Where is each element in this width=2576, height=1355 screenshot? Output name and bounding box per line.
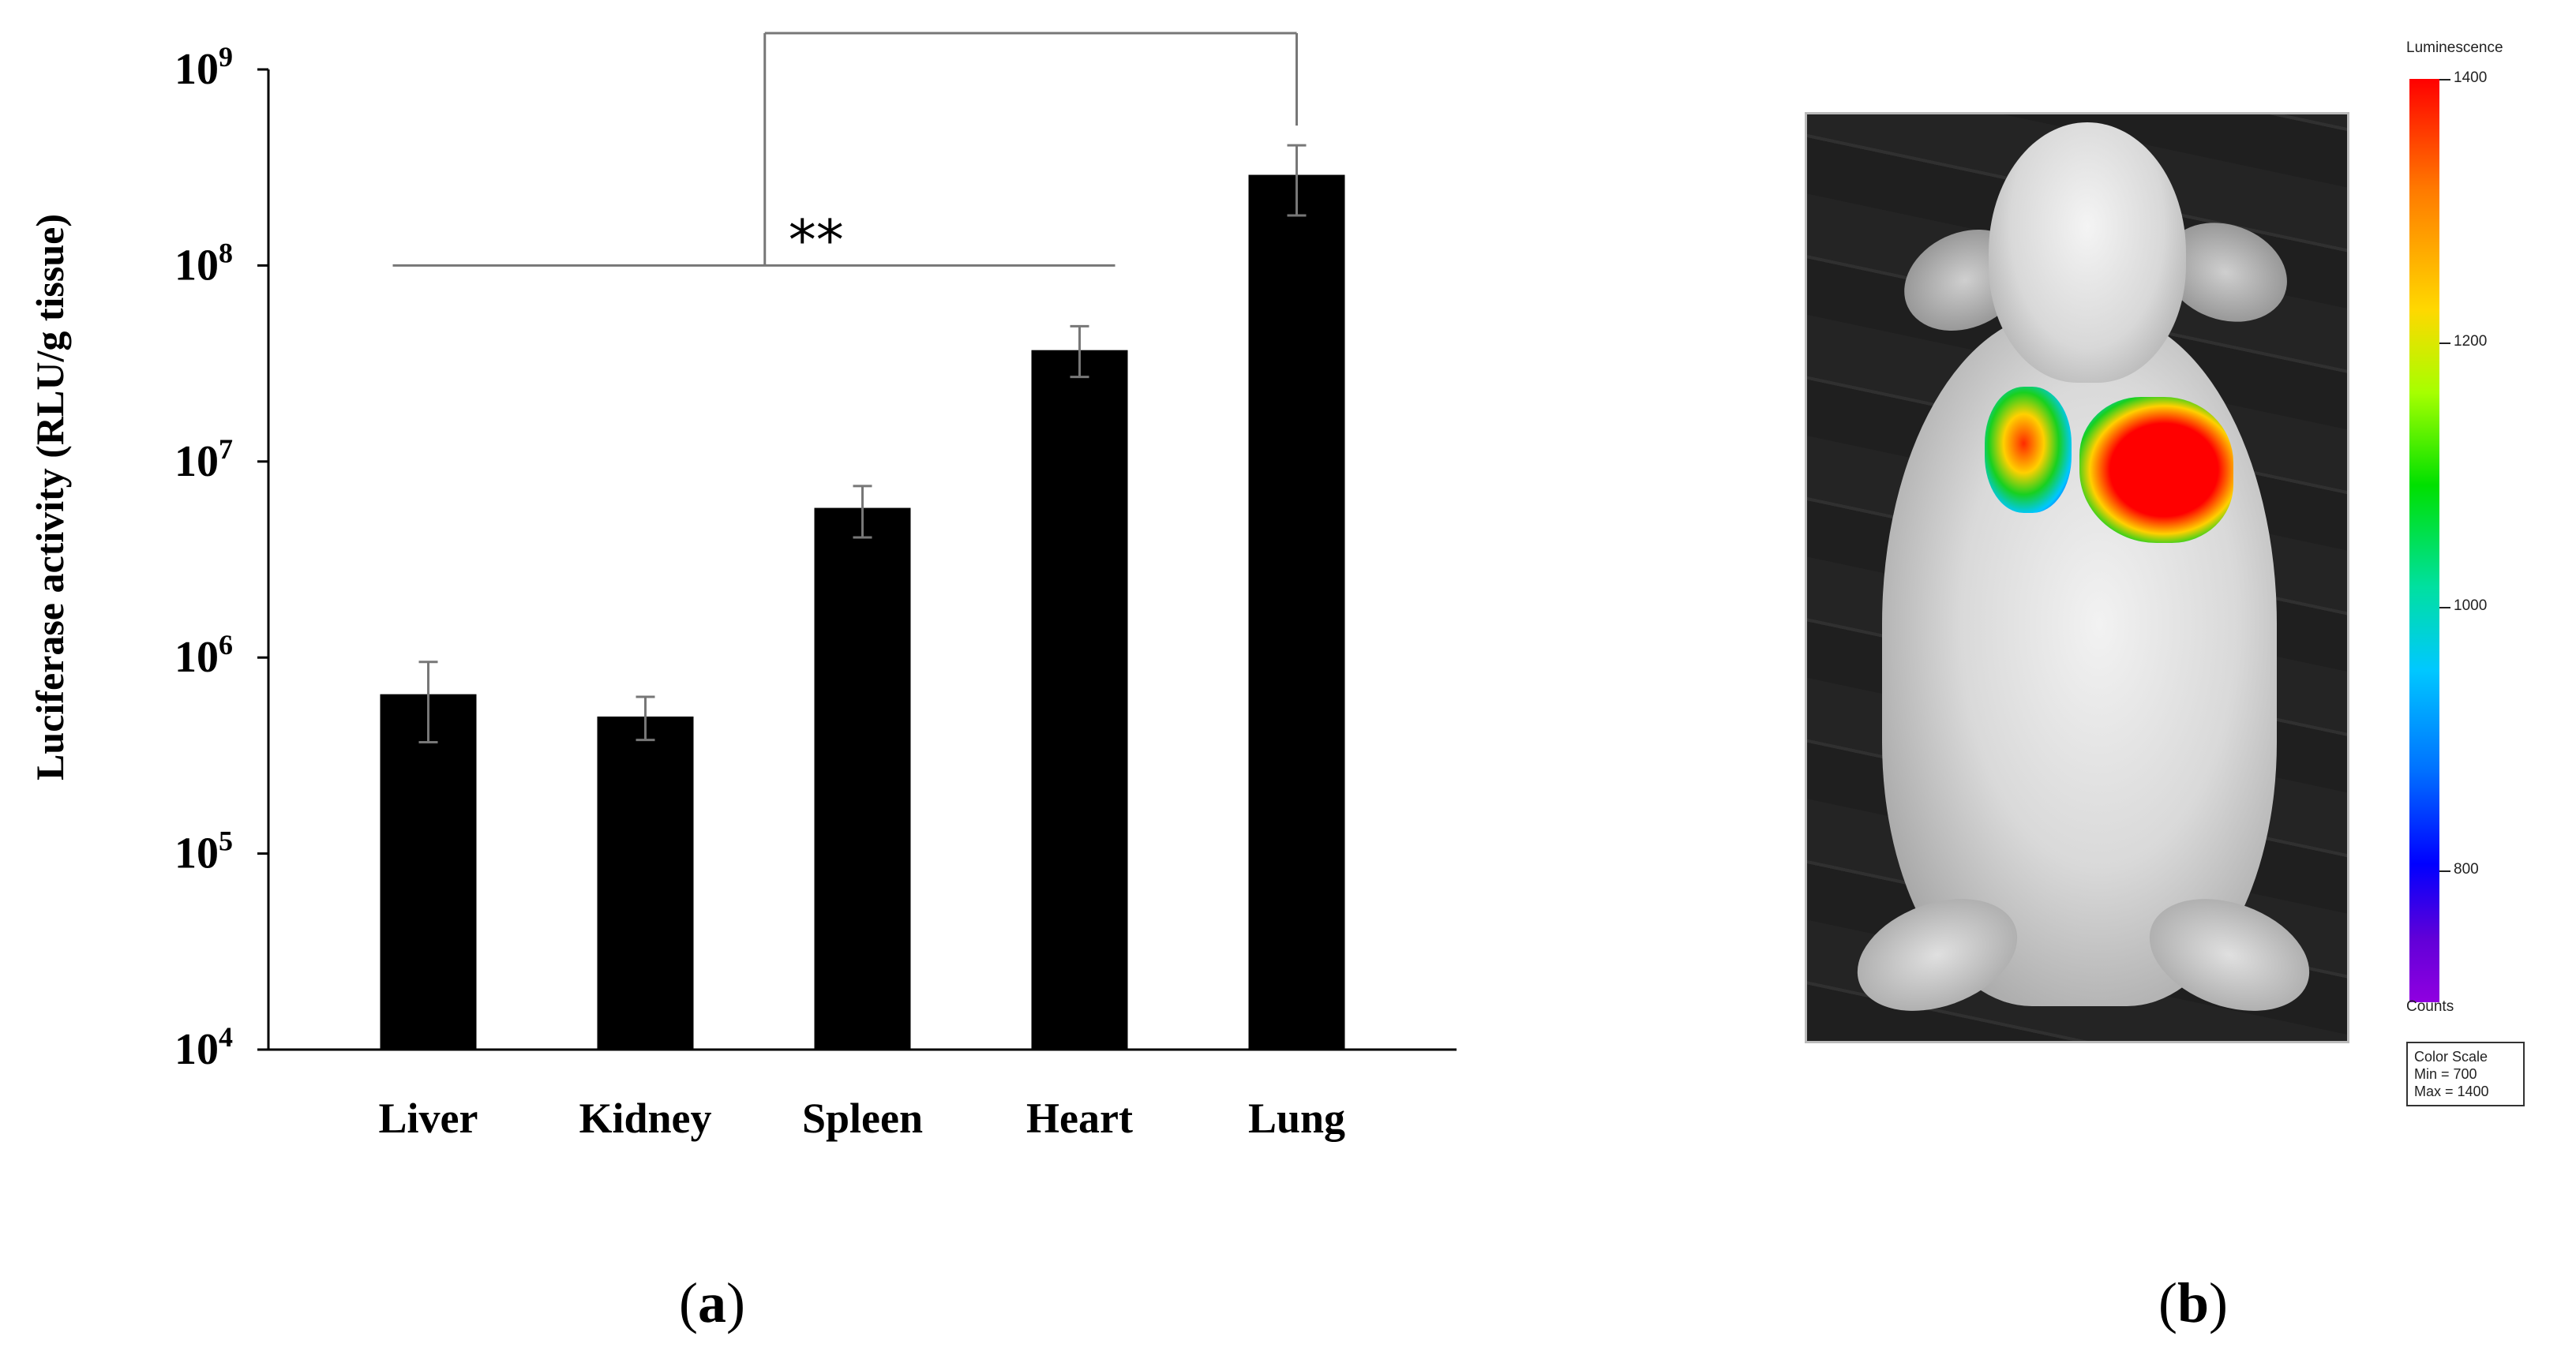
y-tick-label-base: 10 — [174, 241, 219, 290]
y-tick-label-base: 10 — [174, 1025, 219, 1074]
x-tick-label-heart: Heart — [1026, 1095, 1133, 1142]
bar-chart: Luciferase activity (RLU/g tissue) 10410… — [28, 32, 1457, 1142]
mouse-head — [1989, 122, 2186, 383]
color-scale-tick-mark — [2439, 342, 2450, 345]
luminescence-signal-left-lung — [1985, 387, 2072, 513]
color-scale-info-box: Color Scale Min = 700 Max = 1400 — [2406, 1042, 2525, 1106]
y-tick-label: 105 — [174, 825, 233, 878]
bars — [380, 174, 1345, 1050]
color-scale-tick-mark — [2439, 870, 2450, 872]
luminescence-signal-right-lung — [2079, 397, 2233, 543]
color-scale-tick-mark — [2439, 79, 2450, 80]
y-tick-label-exponent: 6 — [219, 629, 233, 661]
y-tick-label-exponent: 9 — [219, 41, 233, 73]
x-tick-label-spleen: Spleen — [802, 1095, 923, 1142]
x-tick-label-liver: Liver — [379, 1095, 478, 1142]
y-tick-label: 106 — [174, 629, 233, 682]
bar-lung — [1248, 174, 1345, 1050]
color-scale-units: Counts — [2406, 998, 2454, 1015]
y-tick-label-exponent: 5 — [219, 825, 233, 857]
color-scale-tick-mark — [2439, 606, 2450, 608]
y-axis-label: Luciferase activity (RLU/g tissue) — [28, 214, 72, 780]
bar-heart — [1031, 350, 1128, 1050]
x-tick-label-kidney: Kidney — [579, 1095, 711, 1142]
y-tick-label-base: 10 — [174, 633, 219, 682]
bar-liver — [380, 694, 477, 1050]
y-tick-label-base: 10 — [174, 45, 219, 94]
color-scale-legend: Luminescence 1400 1200 1000 800 Counts Colo… — [2392, 39, 2574, 1144]
y-tick-label: 107 — [174, 433, 233, 486]
color-scale-tick-label: 1400 — [2454, 69, 2488, 86]
y-tick-label: 109 — [174, 41, 233, 94]
color-scale-tick-label: 1000 — [2454, 597, 2488, 614]
bar-kidney — [597, 716, 694, 1050]
color-scale-box-title: Color Scale — [2414, 1049, 2488, 1065]
color-scale-tick-label: 800 — [2454, 860, 2479, 878]
y-tick-label-exponent: 8 — [219, 237, 233, 268]
significance-stars: ** — [789, 208, 844, 272]
y-axis-label-group: Luciferase activity (RLU/g tissue) — [28, 214, 72, 780]
y-tick-label-exponent: 4 — [219, 1021, 233, 1053]
bioluminescence-mouse-image — [1805, 112, 2349, 1043]
significance-brackets: ** — [392, 32, 1298, 272]
y-tick-label: 108 — [174, 237, 233, 290]
panel-a-label: (a) — [679, 1271, 745, 1334]
color-scale-box-min: Min = 700 — [2414, 1066, 2477, 1082]
color-scale-gradient — [2409, 79, 2439, 1002]
color-scale-tick-label: 1200 — [2454, 333, 2488, 350]
color-scale-title: Luminescence — [2406, 39, 2503, 56]
x-tick-label-lung: Lung — [1248, 1095, 1345, 1142]
color-scale-box-max: Max = 1400 — [2414, 1084, 2489, 1099]
y-tick-label-base: 10 — [174, 437, 219, 486]
panel-b-label: (b) — [2158, 1271, 2229, 1334]
y-tick-label-exponent: 7 — [219, 433, 233, 465]
y-tick-label-base: 10 — [174, 829, 219, 878]
y-tick-label: 104 — [174, 1021, 233, 1074]
bar-spleen — [814, 507, 911, 1050]
error-bars — [418, 144, 1307, 743]
x-tick-labels: Liver Kidney Spleen Heart Lung — [379, 1095, 1346, 1142]
